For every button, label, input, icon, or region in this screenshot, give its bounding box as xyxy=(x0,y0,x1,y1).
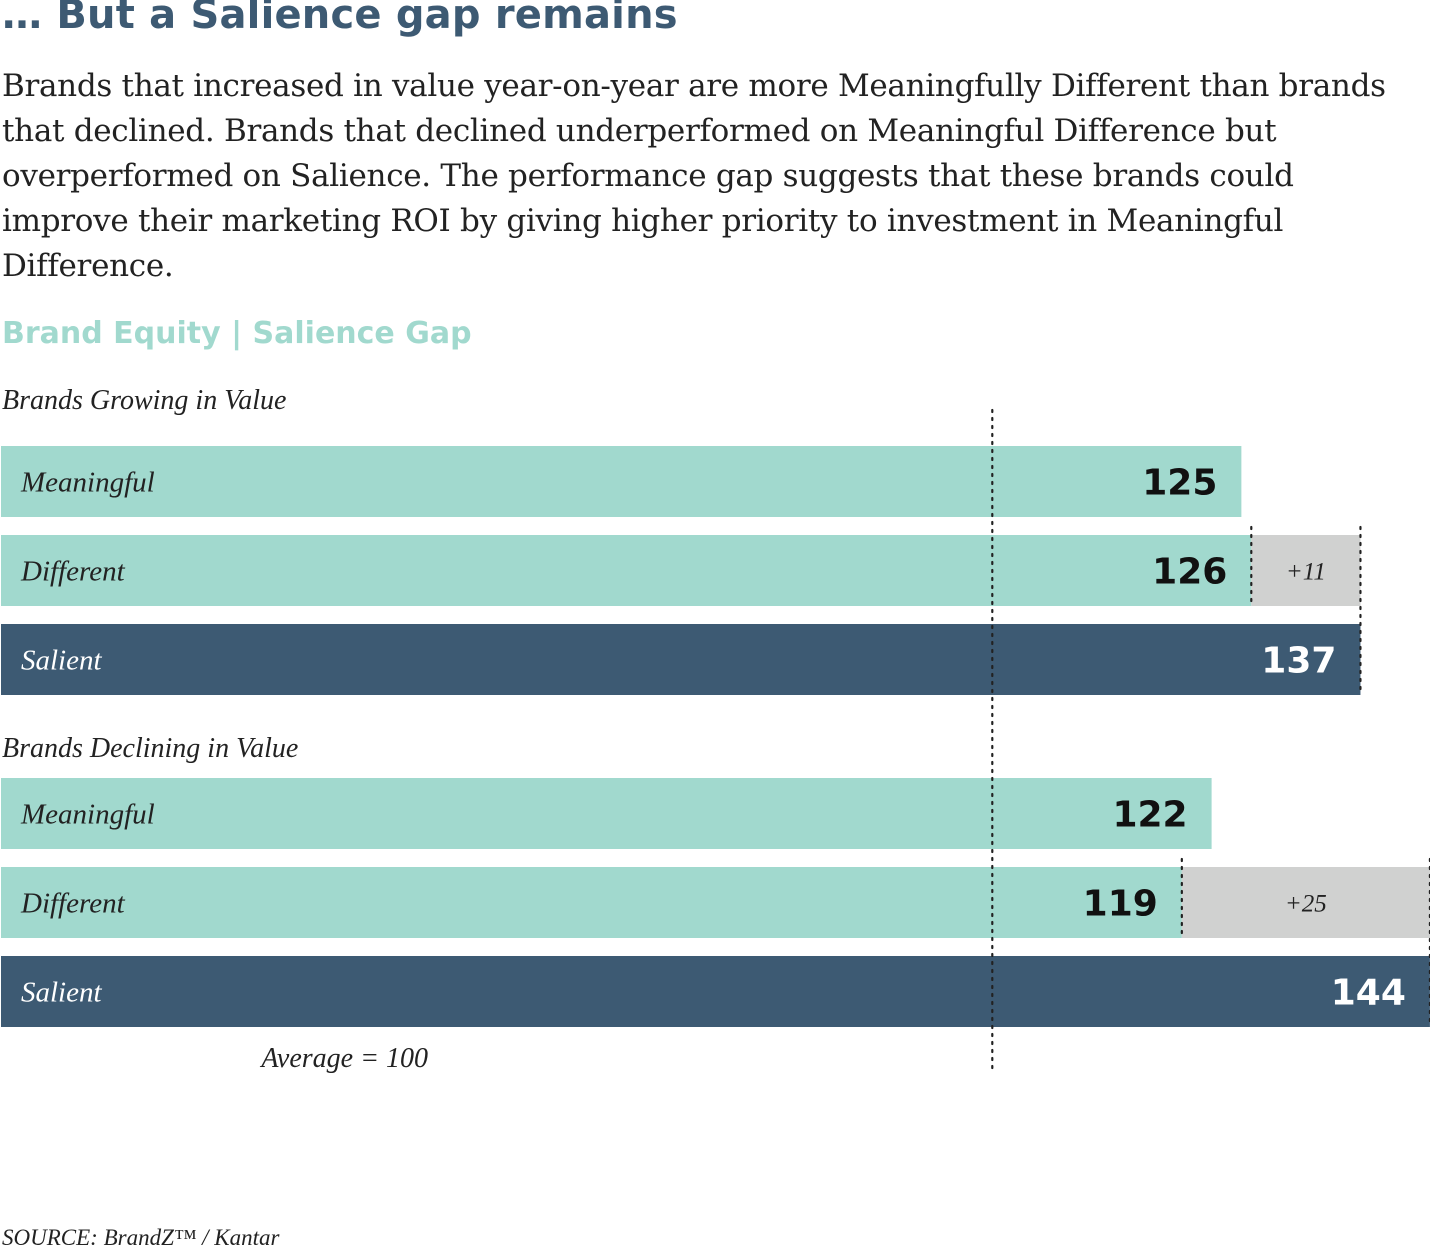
bar-category-label-group1-meaningful: Meaningful xyxy=(20,467,155,499)
bar-group2-salient xyxy=(1,956,1430,1027)
bar-value-label-group1-salient: 137 xyxy=(1261,641,1336,682)
gap-bar-group1-different xyxy=(1251,535,1361,606)
bar-category-label-group2-salient: Salient xyxy=(21,977,102,1009)
bar-category-label-group2-meaningful: Meaningful xyxy=(20,799,155,831)
group-label-growing: Brands Growing in Value xyxy=(2,385,287,416)
bar-value-label-group2-different: 119 xyxy=(1083,884,1158,925)
bar-value-label-group1-meaningful: 125 xyxy=(1142,463,1217,504)
bar-value-label-group2-salient: 144 xyxy=(1331,973,1406,1014)
bar-group1-meaningful xyxy=(1,446,1242,517)
gap-bar-group2-different xyxy=(1181,867,1430,938)
bar-group1-different xyxy=(1,535,1252,606)
intro-paragraph: Brands that increased in value year-on-y… xyxy=(2,68,1386,284)
source-note: SOURCE: BrandZ™ / Kantar xyxy=(2,1225,280,1250)
bar-group2-different xyxy=(1,867,1182,938)
bar-category-label-group1-different: Different xyxy=(20,556,126,588)
bar-value-label-group1-different: 126 xyxy=(1152,552,1227,593)
chart-title: Brand Equity | Salience Gap xyxy=(2,316,472,351)
group-label-declining: Brands Declining in Value xyxy=(2,733,299,764)
page-heading: … But a Salience gap remains xyxy=(2,0,678,38)
bar-value-label-group2-meaningful: 122 xyxy=(1112,795,1187,836)
gap-label-group1-different: +11 xyxy=(1286,559,1326,586)
gap-label-group2-different: +25 xyxy=(1285,891,1327,918)
average-label: Average = 100 xyxy=(261,1043,428,1074)
bar-category-label-group2-different: Different xyxy=(20,888,126,920)
bar-group2-meaningful xyxy=(1,778,1212,849)
bar-group1-salient xyxy=(1,624,1361,695)
bar-category-label-group1-salient: Salient xyxy=(21,645,102,677)
